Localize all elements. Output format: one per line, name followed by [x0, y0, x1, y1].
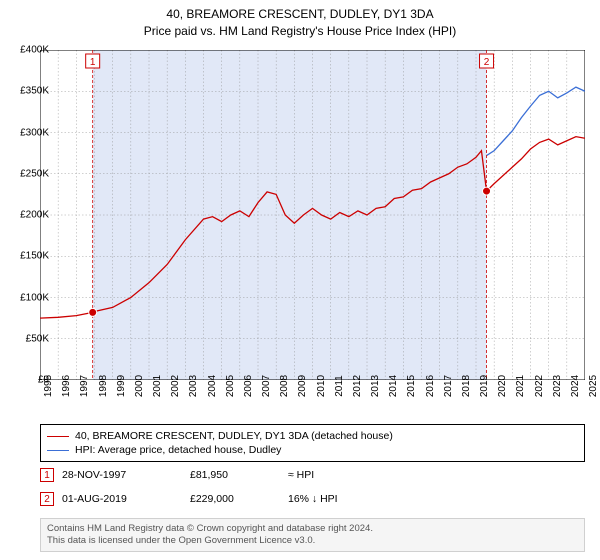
x-tick-label: 2004 [207, 375, 218, 397]
y-tick-label: £150K [20, 251, 49, 262]
chart-container: 40, BREAMORE CRESCENT, DUDLEY, DY1 3DA P… [0, 0, 600, 560]
x-tick-label: 2002 [170, 375, 181, 397]
y-tick-label: £200K [20, 210, 49, 221]
legend-swatch-hpi [47, 450, 69, 451]
svg-text:1: 1 [90, 57, 96, 68]
y-tick-label: £250K [20, 168, 49, 179]
x-tick-label: 1996 [61, 375, 72, 397]
title-line2: Price paid vs. HM Land Registry's House … [0, 23, 600, 40]
x-tick-label: 2017 [443, 375, 454, 397]
x-tick-label: 2024 [570, 375, 581, 397]
legend-row-property: 40, BREAMORE CRESCENT, DUDLEY, DY1 3DA (… [47, 429, 578, 443]
marker-row-2: 2 01-AUG-2019 £229,000 16% ↓ HPI [40, 492, 408, 506]
x-tick-label: 2025 [588, 375, 599, 397]
x-tick-label: 2020 [497, 375, 508, 397]
x-tick-label: 2001 [152, 375, 163, 397]
chart-title: 40, BREAMORE CRESCENT, DUDLEY, DY1 3DA P… [0, 0, 600, 40]
marker-price-1: £81,950 [190, 469, 280, 481]
chart-area: 12 [40, 50, 585, 380]
x-tick-label: 2021 [515, 375, 526, 397]
x-tick-label: 2013 [370, 375, 381, 397]
legend: 40, BREAMORE CRESCENT, DUDLEY, DY1 3DA (… [40, 424, 585, 462]
y-tick-label: £350K [20, 86, 49, 97]
x-tick-label: 2005 [225, 375, 236, 397]
legend-row-hpi: HPI: Average price, detached house, Dudl… [47, 443, 578, 457]
x-tick-label: 2011 [334, 375, 345, 397]
x-tick-label: 1999 [116, 375, 127, 397]
footer-attribution: Contains HM Land Registry data © Crown c… [40, 518, 585, 552]
x-tick-label: 2014 [388, 375, 399, 397]
marker-change-1: ≈ HPI [288, 469, 408, 481]
x-tick-label: 2008 [279, 375, 290, 397]
marker-row-1: 1 28-NOV-1997 £81,950 ≈ HPI [40, 468, 408, 482]
x-tick-label: 2010 [316, 375, 327, 397]
title-line1: 40, BREAMORE CRESCENT, DUDLEY, DY1 3DA [0, 6, 600, 23]
x-tick-label: 2003 [188, 375, 199, 397]
footer-line1: Contains HM Land Registry data © Crown c… [47, 523, 578, 535]
x-tick-label: 2022 [534, 375, 545, 397]
x-tick-label: 2007 [261, 375, 272, 397]
legend-swatch-property [47, 436, 69, 437]
marker-change-2: 16% ↓ HPI [288, 493, 408, 505]
x-tick-label: 2015 [406, 375, 417, 397]
marker-badge-2: 2 [40, 492, 54, 506]
x-tick-label: 2023 [552, 375, 563, 397]
marker-badge-1: 1 [40, 468, 54, 482]
x-tick-label: 2019 [479, 375, 490, 397]
legend-label-property: 40, BREAMORE CRESCENT, DUDLEY, DY1 3DA (… [75, 430, 393, 442]
x-tick-label: 2009 [297, 375, 308, 397]
marker-price-2: £229,000 [190, 493, 280, 505]
svg-text:2: 2 [484, 57, 490, 68]
x-tick-label: 2012 [352, 375, 363, 397]
x-tick-label: 2018 [461, 375, 472, 397]
y-tick-label: £100K [20, 292, 49, 303]
x-tick-label: 1995 [43, 375, 54, 397]
x-tick-label: 2016 [425, 375, 436, 397]
marker-date-2: 01-AUG-2019 [62, 493, 182, 505]
y-tick-label: £50K [26, 333, 49, 344]
y-tick-label: £400K [20, 45, 49, 56]
marker-date-1: 28-NOV-1997 [62, 469, 182, 481]
x-tick-label: 1998 [98, 375, 109, 397]
x-tick-label: 2000 [134, 375, 145, 397]
y-tick-label: £300K [20, 127, 49, 138]
chart-svg: 12 [40, 50, 585, 380]
footer-line2: This data is licensed under the Open Gov… [47, 535, 578, 547]
legend-label-hpi: HPI: Average price, detached house, Dudl… [75, 444, 281, 456]
x-tick-label: 2006 [243, 375, 254, 397]
x-tick-label: 1997 [79, 375, 90, 397]
